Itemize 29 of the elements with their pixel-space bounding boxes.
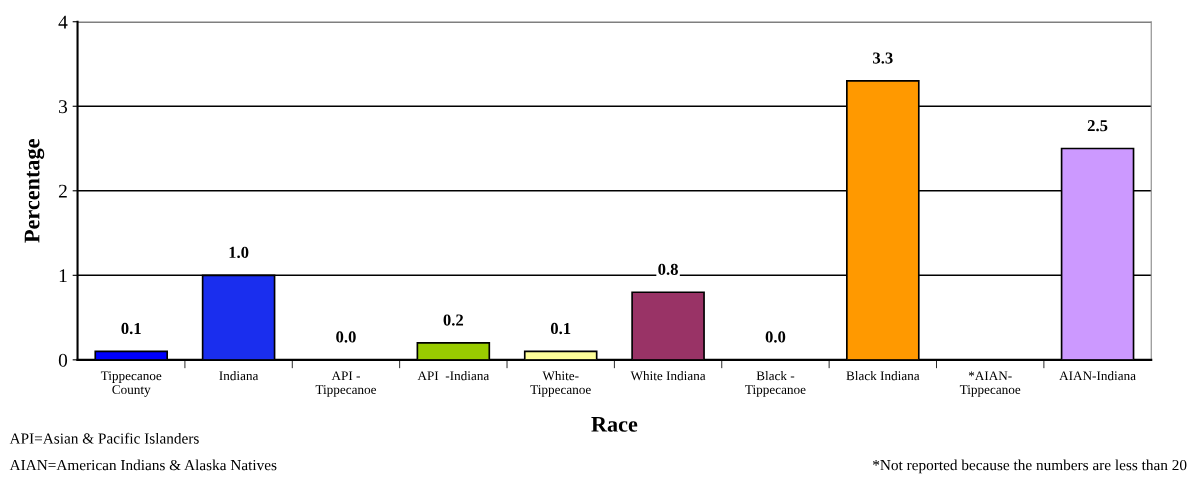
x-tick-label: Black - Tippecanoe — [745, 370, 806, 397]
x-tick-label: AIAN-Indiana — [1059, 370, 1136, 381]
x-tick-label: API - Tippecanoe — [315, 371, 377, 397]
data-label: 0.2 — [443, 314, 464, 326]
y-tick-label: 2 — [58, 184, 67, 198]
data-label: 0.8 — [658, 263, 678, 276]
x-tick-label: Black Indiana — [846, 370, 920, 381]
data-label: 0.0 — [336, 331, 356, 343]
x-tick-label: White Indiana — [630, 370, 706, 381]
text: API=Asian & Pacific Islanders — [9, 432, 199, 444]
y-axis-title: Percentage — [24, 139, 45, 243]
y-tick-label: 1 — [59, 269, 67, 283]
x-tick-label: *AIAN- Tippecanoe — [959, 371, 1021, 397]
data-label: 1.0 — [229, 246, 249, 259]
data-label: 0.0 — [765, 331, 786, 343]
data-label: 3.3 — [873, 52, 893, 64]
data-label: 0.1 — [121, 322, 141, 335]
data-label: 0.1 — [550, 322, 571, 335]
x-tick-label: Tippecanoe County — [100, 371, 162, 397]
x-tick-label: API -Indiana — [417, 370, 490, 381]
data-label: 2.5 — [1087, 120, 1108, 132]
x-axis-title: Race — [591, 417, 638, 432]
text: *Not reported because the numbers are less than 20 — [872, 459, 1187, 474]
y-tick-label: 0 — [58, 353, 68, 367]
x-tick-label: Indiana — [219, 370, 259, 381]
y-tick-label: 4 — [58, 15, 68, 29]
y-tick-label: 3 — [59, 100, 68, 114]
text: AIAN=American Indians & Alaska Natives — [9, 459, 277, 471]
x-tick-label: White- Tippecanoe — [530, 370, 591, 397]
